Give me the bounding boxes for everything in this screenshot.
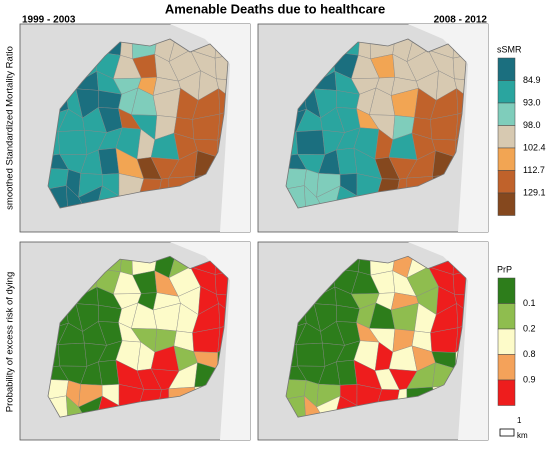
city-outline bbox=[47, 255, 229, 418]
legend-label: 0.9 bbox=[523, 374, 536, 384]
district bbox=[98, 359, 120, 386]
legend-swatch bbox=[497, 379, 516, 406]
legend-swatch bbox=[497, 170, 516, 194]
period-label: 1999 - 2003 bbox=[22, 15, 76, 26]
land bbox=[408, 242, 488, 440]
legend-label: 129.1 bbox=[523, 187, 546, 197]
land bbox=[170, 24, 250, 232]
legend-label: 0.2 bbox=[523, 323, 536, 333]
legend-swatch bbox=[497, 80, 516, 104]
district bbox=[336, 359, 358, 386]
scale-unit: km bbox=[517, 431, 528, 440]
legend-label: 93.0 bbox=[523, 97, 541, 107]
legend-swatch bbox=[497, 192, 516, 216]
city-outline bbox=[285, 255, 467, 418]
legend-label: 0.1 bbox=[523, 298, 536, 308]
legend-swatch bbox=[497, 354, 516, 381]
legend-swatch bbox=[497, 328, 516, 355]
scale-bar bbox=[499, 428, 515, 437]
land bbox=[170, 242, 250, 440]
district bbox=[295, 342, 326, 367]
district bbox=[98, 147, 120, 175]
legend-label: 0.8 bbox=[523, 349, 536, 359]
city-outline bbox=[47, 38, 229, 209]
district bbox=[295, 129, 326, 155]
title: Amenable Deaths due to healthcare bbox=[165, 1, 385, 16]
legend-label: 98.0 bbox=[523, 120, 541, 130]
legend-swatch bbox=[497, 147, 516, 171]
row-label: smoothed Standardized Mortality Ratio bbox=[5, 46, 16, 210]
legend-label: 112.7 bbox=[523, 165, 545, 175]
legend-swatch bbox=[497, 277, 516, 304]
city-outline bbox=[285, 38, 467, 209]
land bbox=[408, 24, 488, 232]
legend-title: sSMR bbox=[497, 44, 522, 54]
scale-value: 1 bbox=[517, 416, 522, 425]
district bbox=[57, 342, 88, 367]
district bbox=[57, 129, 88, 155]
legend-swatch bbox=[497, 125, 516, 149]
legend-label: 84.9 bbox=[523, 75, 541, 85]
district bbox=[336, 147, 358, 175]
legend-swatch bbox=[497, 57, 516, 81]
period-label: 2008 - 2012 bbox=[434, 15, 488, 26]
legend-swatch bbox=[497, 102, 516, 126]
legend-label: 102.4 bbox=[523, 142, 546, 152]
row-label: Probability of excess risk of dying bbox=[5, 272, 16, 412]
legend-title: PrP bbox=[497, 264, 512, 274]
legend-swatch bbox=[497, 303, 516, 330]
